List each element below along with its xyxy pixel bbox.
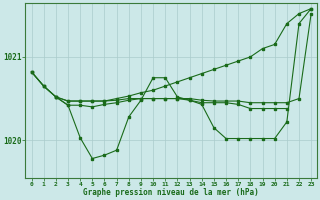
X-axis label: Graphe pression niveau de la mer (hPa): Graphe pression niveau de la mer (hPa)	[84, 188, 259, 197]
